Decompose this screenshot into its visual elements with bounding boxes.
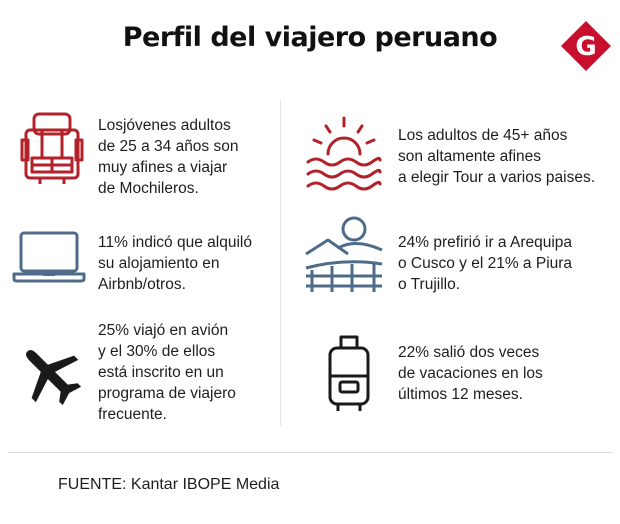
airplane-icon — [26, 350, 82, 406]
footer-divider — [8, 452, 612, 453]
backpack-icon — [20, 112, 84, 184]
page-title: Perfil del viajero peruano — [122, 22, 498, 53]
landscape-icon — [305, 216, 383, 292]
sunset-sea-icon — [306, 116, 382, 191]
suitcase-icon — [328, 335, 370, 411]
source-note: FUENTE: Kantar IBOPE Media — [58, 476, 280, 493]
item-text-laptop: 11% indicó que alquiló su alojamiento en… — [98, 234, 252, 293]
brand-logo: G — [561, 21, 611, 71]
item-text-vacations: 22% salió dos veces de vacaciones en los… — [398, 344, 543, 403]
column-divider — [280, 100, 281, 426]
item-text-destinations: 24% prefirió ir a Arequipa o Cusco y el … — [398, 234, 573, 293]
item-text-airplane: 25% viajó en avión y el 30% de ellos est… — [98, 322, 236, 423]
laptop-icon — [12, 231, 86, 283]
item-text-backpack: Losjóvenes adultos de 25 a 34 años son m… — [98, 117, 239, 197]
item-text-tour: Los adultos de 45+ años son altamente af… — [398, 127, 596, 186]
svg-text:G: G — [575, 32, 596, 62]
